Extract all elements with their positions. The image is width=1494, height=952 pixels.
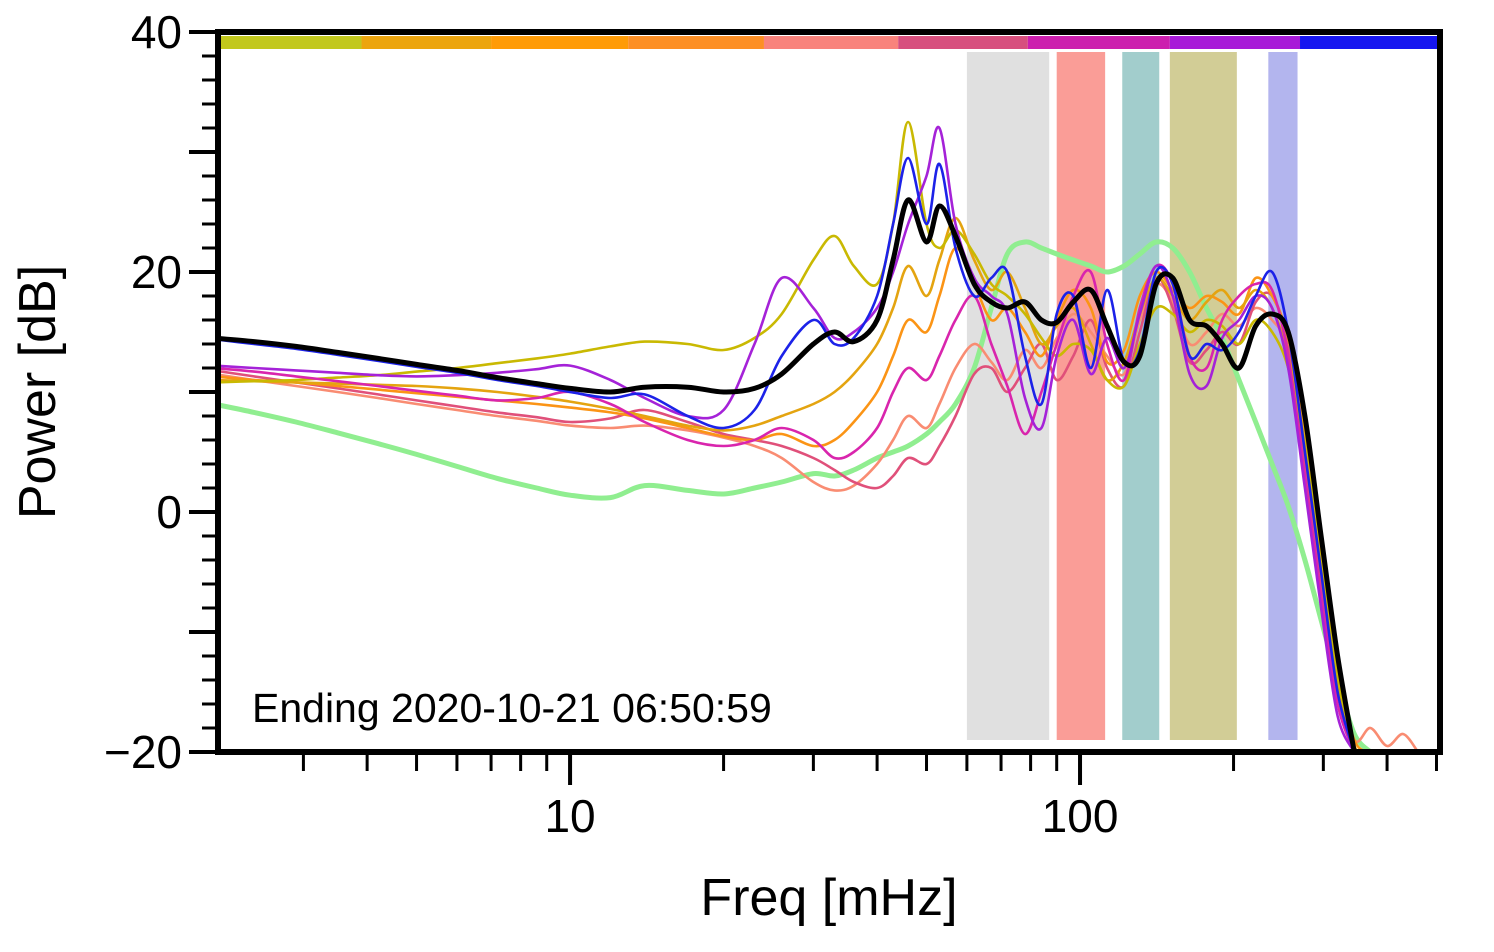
band-3 xyxy=(1169,52,1237,740)
x-axis-label: Freq [mHz] xyxy=(700,869,958,927)
band-2 xyxy=(1122,52,1160,740)
y-tick-label: 0 xyxy=(156,486,182,538)
colorbar-segment-1 xyxy=(361,36,492,49)
plot-frame xyxy=(215,29,1443,755)
series-green xyxy=(218,239,1373,752)
y-tick-label: 20 xyxy=(131,246,182,298)
colorbar-segment-7 xyxy=(1169,36,1301,49)
frequency-colorbar xyxy=(218,36,1440,49)
shaded-bands xyxy=(966,52,1298,740)
series-black xyxy=(218,197,1357,752)
series-salmon xyxy=(218,282,1420,752)
colorbar-segment-8 xyxy=(1300,36,1440,49)
band-1 xyxy=(1056,52,1106,740)
x-tick-label: 100 xyxy=(1042,790,1119,842)
colorbar-segment-5 xyxy=(898,36,1028,49)
x-tick-label: 10 xyxy=(544,790,595,842)
series-magenta xyxy=(218,263,1356,752)
spectra-curves xyxy=(218,120,1420,752)
colorbar-segment-6 xyxy=(1027,36,1170,49)
ending-timestamp-annotation: Ending 2020-10-21 06:50:59 xyxy=(252,685,772,731)
y-tick-label: 40 xyxy=(131,6,182,58)
series-blue xyxy=(218,156,1356,752)
colorbar-segment-4 xyxy=(763,36,899,49)
colorbar-segment-3 xyxy=(628,36,764,49)
y-tick-label: −20 xyxy=(104,726,182,778)
axis-ticks: 10 100 −20 0 20 40 xyxy=(104,6,1438,842)
y-axis-label: Power [dB] xyxy=(9,264,67,520)
series-goldenrod xyxy=(218,216,1372,752)
colorbar-segment-2 xyxy=(491,36,629,49)
colorbar-segment-0 xyxy=(218,36,362,49)
band-0 xyxy=(966,52,1050,740)
